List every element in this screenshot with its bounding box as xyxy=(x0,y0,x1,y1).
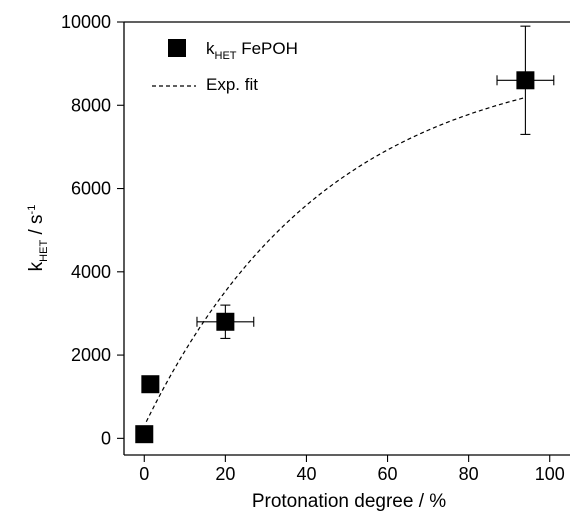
data-markers xyxy=(135,71,535,444)
legend-marker-square xyxy=(168,39,186,57)
x-tick-label-3: 60 xyxy=(378,464,398,484)
y-axis-superscript: -1 xyxy=(26,205,38,215)
legend-k-base: k xyxy=(206,39,215,58)
x-tick-label-2: 40 xyxy=(296,464,316,484)
x-tick-label-1: 20 xyxy=(215,464,235,484)
x-tick-label-4: 80 xyxy=(459,464,479,484)
legend-k-subscript: HET xyxy=(215,50,237,62)
legend: kHET FePOH Exp. fit xyxy=(152,39,298,94)
x-tick-label-5: 100 xyxy=(535,464,565,484)
data-point-3 xyxy=(516,71,535,90)
y-axis-k-base: k xyxy=(26,261,47,271)
y-tick-label-0: 0 xyxy=(101,428,111,448)
error-bars xyxy=(196,25,555,339)
y-ticks: 0 2000 4000 6000 8000 10000 xyxy=(61,12,124,448)
data-point-2 xyxy=(216,312,235,331)
fit-line xyxy=(145,96,526,422)
y-axis-separator: / s xyxy=(26,214,47,239)
legend-marker-suffix: FePOH xyxy=(237,39,298,58)
plot-area xyxy=(123,21,570,456)
x-tick-label-0: 0 xyxy=(139,464,149,484)
y-tick-label-4: 8000 xyxy=(71,95,111,115)
y-tick-label-2: 4000 xyxy=(71,262,111,282)
y-axis-title: kHET / s-1 xyxy=(26,205,50,272)
y-axis-k-subscript: HET xyxy=(38,240,50,262)
y-tick-label-1: 2000 xyxy=(71,345,111,365)
legend-marker-entry: kHET FePOH xyxy=(206,39,298,62)
data-point-1 xyxy=(141,375,160,394)
x-ticks: 0 20 40 60 80 100 xyxy=(139,455,565,484)
legend-fit-entry: Exp. fit xyxy=(206,75,258,94)
y-tick-label-5: 10000 xyxy=(61,12,111,32)
x-axis-title: Protonation degree / % xyxy=(252,491,446,512)
data-point-0 xyxy=(135,425,154,444)
y-tick-label-3: 6000 xyxy=(71,179,111,199)
